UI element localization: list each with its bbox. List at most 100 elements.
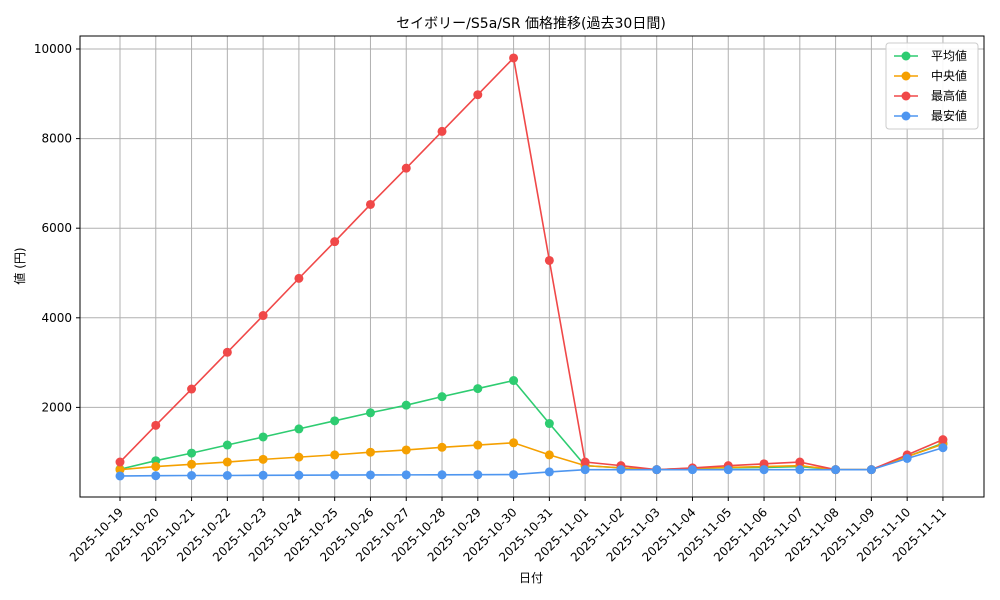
- data-point: [795, 465, 805, 475]
- legend-marker: [901, 71, 911, 81]
- data-point: [365, 199, 375, 209]
- series-4: [115, 443, 948, 481]
- data-point: [544, 467, 554, 477]
- data-point: [401, 400, 411, 410]
- data-point: [258, 470, 268, 480]
- data-point: [222, 470, 232, 480]
- data-point: [401, 445, 411, 455]
- data-point: [187, 459, 197, 469]
- data-point: [115, 465, 125, 475]
- data-point: [938, 435, 948, 445]
- data-point: [938, 443, 948, 453]
- legend-label: 最安値: [931, 108, 967, 123]
- y-tick-label: 8000: [41, 132, 72, 146]
- data-point: [401, 163, 411, 173]
- data-point: [187, 448, 197, 458]
- data-point: [580, 465, 590, 475]
- data-point: [437, 126, 447, 136]
- data-point: [330, 237, 340, 247]
- legend-item: 中央値: [894, 68, 967, 83]
- plot-frame: [79, 35, 985, 498]
- data-point: [222, 457, 232, 467]
- data-point: [723, 465, 733, 475]
- data-point: [473, 440, 483, 450]
- series-1: [115, 376, 948, 475]
- data-point: [222, 347, 232, 357]
- legend-marker: [901, 111, 911, 121]
- series-2: [115, 438, 948, 475]
- data-point: [687, 465, 697, 475]
- series-3: [115, 53, 948, 475]
- data-point: [902, 453, 912, 463]
- legend-box: [885, 42, 979, 130]
- data-point: [795, 457, 805, 467]
- legend-item: 平均値: [894, 48, 967, 63]
- data-point: [187, 384, 197, 394]
- data-point: [330, 416, 340, 426]
- data-point: [759, 465, 769, 475]
- data-point: [616, 465, 626, 475]
- data-point: [509, 53, 519, 63]
- legend-marker: [901, 91, 911, 101]
- legend-item: 最安値: [894, 108, 967, 123]
- x-axis: 2025-10-192025-10-202025-10-212025-10-22…: [67, 497, 949, 564]
- y-tick-label: 10000: [34, 42, 72, 56]
- data-point: [473, 384, 483, 394]
- data-point: [544, 450, 554, 460]
- y-tick-label: 6000: [41, 221, 72, 235]
- grid-layer: [80, 36, 984, 497]
- series-line: [119, 446, 944, 477]
- data-point: [544, 255, 554, 265]
- y-tick-label: 2000: [41, 400, 72, 414]
- data-point: [330, 470, 340, 480]
- y-axis: 2000 4000 6000 8000 10000: [34, 42, 80, 414]
- data-point: [652, 465, 662, 475]
- data-point: [187, 470, 197, 480]
- data-point: [222, 440, 232, 450]
- data-point: [294, 452, 304, 462]
- data-point: [115, 471, 125, 481]
- data-point: [294, 273, 304, 283]
- data-point: [437, 470, 447, 480]
- data-point: [580, 457, 590, 467]
- data-point: [831, 465, 841, 475]
- data-point: [473, 90, 483, 100]
- data-point: [115, 457, 125, 467]
- data-point: [258, 432, 268, 442]
- data-point: [437, 392, 447, 402]
- legend-marker: [901, 51, 911, 61]
- y-tick-label: 4000: [41, 311, 72, 325]
- data-point: [544, 419, 554, 429]
- data-point: [509, 376, 519, 386]
- data-point: [437, 442, 447, 452]
- data-point: [294, 470, 304, 480]
- data-point: [473, 470, 483, 480]
- data-point: [365, 408, 375, 418]
- data-point: [509, 470, 519, 480]
- data-point: [151, 471, 161, 481]
- x-axis-title: 日付: [519, 571, 543, 585]
- legend-label: 中央値: [931, 68, 967, 83]
- data-point: [151, 462, 161, 472]
- data-point: [866, 465, 876, 475]
- data-point: [509, 438, 519, 448]
- data-point: [330, 450, 340, 460]
- series-line: [119, 379, 944, 471]
- data-point: [258, 454, 268, 464]
- data-point: [401, 470, 411, 480]
- legend-item: 最高値: [894, 88, 967, 103]
- legend-label: 平均値: [931, 48, 967, 63]
- data-point: [365, 447, 375, 457]
- data-point: [258, 311, 268, 321]
- legend-label: 最高値: [931, 88, 967, 103]
- y-axis-title: 値 (円): [12, 247, 27, 284]
- data-point: [365, 470, 375, 480]
- series-line: [119, 56, 944, 471]
- series-layer: [115, 53, 948, 481]
- chart-title: セイボリー/S5a/SR 価格推移(過去30日間): [396, 16, 666, 32]
- data-point: [151, 420, 161, 430]
- data-point: [294, 424, 304, 434]
